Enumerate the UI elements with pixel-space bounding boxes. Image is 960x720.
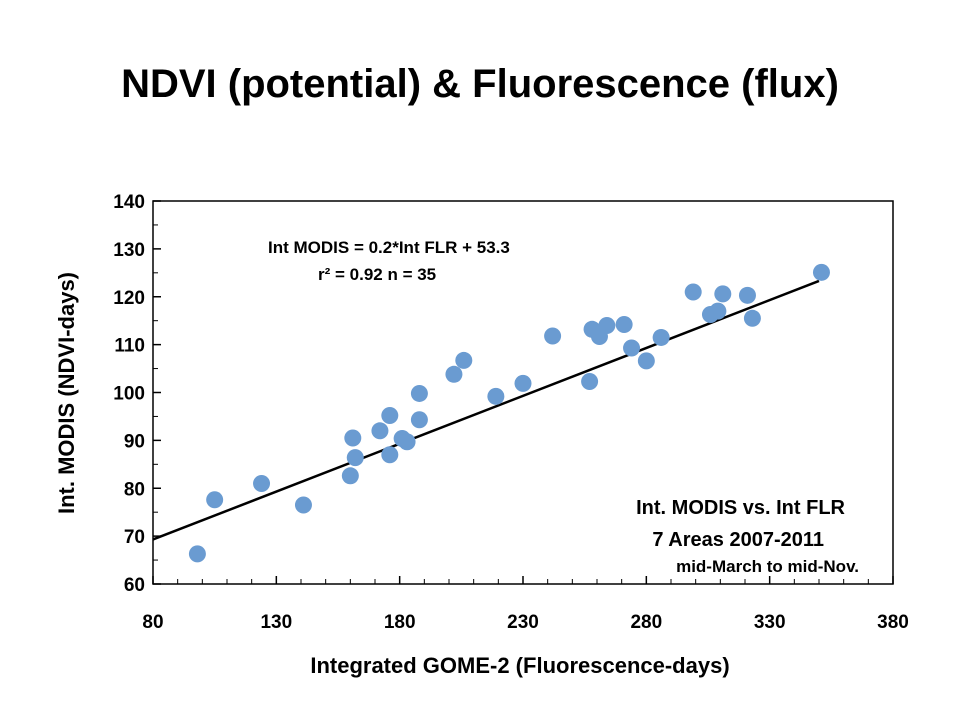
fit-stats: r² = 0.92 n = 35 (318, 265, 436, 284)
y-tick-label: 130 (113, 240, 145, 261)
data-point (371, 422, 389, 440)
data-point (381, 446, 399, 464)
data-point (514, 374, 532, 392)
regression-line (152, 279, 820, 541)
axes (152, 200, 894, 585)
y-tick-label: 100 (113, 384, 145, 405)
y-tick-label: 60 (124, 575, 145, 596)
plot-frame (152, 200, 894, 585)
fit-equation: Int MODIS = 0.2*Int FLR + 53.3 (268, 238, 510, 257)
x-tick-label: 230 (507, 612, 539, 633)
data-point (709, 302, 727, 320)
x-axis-title: Integrated GOME-2 (Fluorescence-days) (310, 653, 729, 678)
data-point (812, 263, 830, 281)
data-point (743, 309, 761, 327)
data-point (346, 449, 364, 467)
data-point (445, 365, 463, 383)
slide-title: NDVI (potential) & Fluorescence (flux) (121, 62, 839, 106)
data-point (738, 286, 756, 304)
data-points (188, 263, 830, 563)
x-tick-label: 130 (260, 612, 292, 633)
data-point (637, 352, 655, 370)
data-point (188, 545, 206, 563)
x-tick-label: 380 (877, 612, 909, 633)
y-axis-title: Int. MODIS (NDVI-days) (54, 272, 79, 514)
annotation-title-line2: 7 Areas 2007-2011 (652, 529, 824, 551)
y-tick-label: 70 (124, 527, 145, 548)
y-tick-label: 140 (113, 192, 145, 213)
data-point (714, 285, 732, 303)
y-tick-label: 110 (114, 336, 145, 357)
x-tick-label: 280 (630, 612, 662, 633)
data-point (206, 491, 224, 509)
data-point (455, 351, 473, 369)
annotation-title-line1: Int. MODIS vs. Int FLR (636, 497, 845, 519)
y-tick-label: 90 (124, 431, 145, 452)
x-tick-label: 330 (754, 612, 786, 633)
data-point (487, 387, 505, 405)
data-point (652, 328, 670, 346)
x-tick-label: 180 (384, 612, 416, 633)
data-point (598, 316, 616, 334)
data-point (381, 406, 399, 424)
data-point (410, 384, 428, 402)
data-point (341, 467, 359, 485)
data-point (684, 283, 702, 301)
data-point (544, 327, 562, 345)
y-tick-label: 80 (124, 479, 145, 500)
data-point (398, 433, 416, 451)
ticks: 60 70 80 90 100 110 120 130 140 80 130 180 230 280 330… (113, 192, 909, 633)
data-point (344, 429, 362, 447)
data-point (294, 496, 312, 514)
data-point (410, 411, 428, 429)
data-point (581, 372, 599, 390)
annotation-period: mid-March to mid-Nov. (676, 557, 859, 576)
data-point (615, 316, 633, 334)
data-point (623, 339, 641, 357)
x-tick-label: 80 (142, 612, 163, 633)
data-point (253, 474, 271, 492)
y-tick-label: 120 (113, 288, 145, 309)
